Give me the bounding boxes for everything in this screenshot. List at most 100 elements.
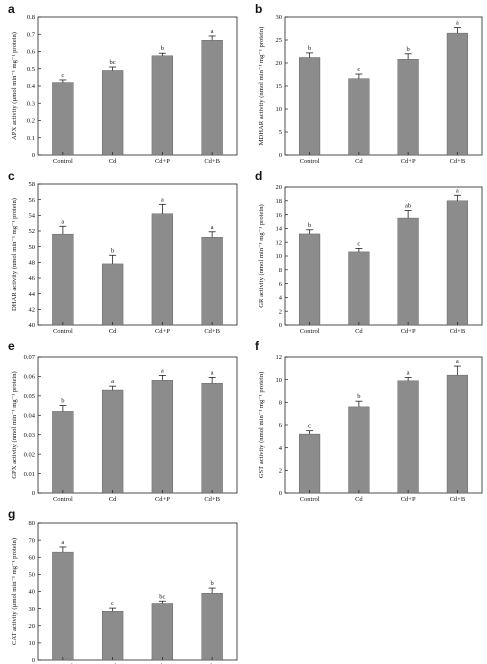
x-tick-label: Cd+B (450, 496, 466, 503)
bar (397, 217, 419, 326)
y-tick-label: 0.07 (24, 354, 36, 361)
y-tick-label: 56 (29, 197, 36, 204)
y-tick-label: 6 (279, 422, 283, 429)
bar (151, 213, 174, 326)
x-tick-label: Cd+P (401, 158, 416, 165)
significance-letter: a (456, 358, 459, 365)
significance-letter: a (61, 539, 64, 546)
y-tick-label: 0.05 (24, 393, 35, 400)
bar (348, 78, 370, 156)
y-tick-label: 50 (29, 244, 36, 251)
bar (151, 603, 174, 661)
y-tick-label: 0.2 (27, 118, 35, 125)
panel-letter: f (255, 339, 260, 353)
significance-letter: ab (405, 202, 411, 209)
y-tick-label: 46 (29, 275, 36, 282)
panel-f: f 0 2 4 6 8 10 12 GST activity (nmol min⁻¹ mg⁻¹ … (255, 339, 483, 503)
significance-letter: b (357, 393, 360, 400)
y-tick-label: 0.1 (27, 135, 35, 142)
y-tick-label: 40 (29, 322, 36, 329)
significance-letter: a (211, 369, 214, 376)
y-tick-label: 0 (279, 322, 282, 329)
bar (348, 406, 370, 494)
x-tick-label: Cd (355, 496, 363, 503)
y-tick-label: 0.06 (24, 374, 36, 381)
x-tick-label: Cd+P (401, 328, 416, 335)
y-axis-label: MDHAR activity (nmol min⁻¹ mg⁻¹ protein) (258, 27, 265, 146)
bar (52, 411, 74, 494)
y-axis-label: DHAR activity (nmol min⁻¹ mg⁻¹ protein) (11, 198, 18, 311)
x-tick-label: Cd+P (155, 328, 170, 335)
significance-letter: a (161, 367, 164, 374)
y-tick-label: 25 (276, 37, 283, 44)
y-tick-label: 8 (279, 400, 282, 407)
y-tick-label: 0 (279, 490, 282, 497)
panel-g: g 0 10 20 30 40 50 60 70 80 CAT activity (µmol min… (8, 507, 238, 664)
x-tick-label: Control (300, 158, 320, 165)
panel-letter: e (8, 339, 15, 353)
x-tick-label: Cd (109, 328, 117, 335)
bar (101, 610, 124, 661)
bar (348, 251, 370, 326)
y-tick-label: 14 (276, 226, 283, 233)
y-tick-label: 80 (29, 520, 36, 527)
y-tick-label: 20 (276, 184, 283, 191)
y-tick-label: 4 (279, 295, 283, 302)
y-tick-label: 10 (276, 106, 283, 113)
significance-letter: a (211, 224, 214, 231)
bar (299, 433, 321, 494)
panel-b: b 0 5 10 15 20 25 30 MDHAR activity (nmol min⁻¹ … (255, 2, 483, 165)
significance-letter: c (61, 72, 64, 79)
y-tick-label: 0 (279, 152, 282, 159)
significance-letter: b (211, 580, 214, 587)
bar (101, 70, 124, 156)
bar (52, 233, 74, 326)
significance-letter: bc (159, 593, 165, 600)
y-tick-label: 50 (29, 572, 36, 579)
significance-letter: a (111, 378, 114, 385)
significance-letter: a (61, 218, 64, 225)
panel-d: d 0 2 4 6 8 10 12 14 16 18 20 GR activity (nmol min⁻… (255, 169, 483, 335)
bar (201, 237, 223, 326)
x-tick-label: Cd (355, 328, 363, 335)
y-tick-label: 10 (29, 640, 36, 647)
panel-letter: a (8, 2, 15, 16)
significance-letter: a (456, 20, 459, 27)
y-tick-label: 2 (279, 468, 282, 475)
y-tick-label: 52 (29, 228, 36, 235)
significance-letter: b (61, 398, 64, 405)
bar (446, 374, 468, 494)
y-tick-label: 10 (276, 377, 283, 384)
y-tick-label: 18 (276, 198, 283, 205)
significance-letter: b (161, 45, 164, 52)
y-tick-label: 5 (279, 129, 282, 136)
y-tick-label: 8 (279, 267, 282, 274)
y-tick-label: 40 (29, 589, 36, 596)
y-axis-label: CAT activity (µmol min⁻¹ mg⁻¹ protein) (11, 538, 18, 645)
x-tick-label: Cd+B (204, 496, 220, 503)
bar (299, 57, 321, 156)
y-tick-label: 0 (32, 152, 35, 159)
y-tick-label: 0.3 (27, 100, 35, 107)
y-tick-label: 0.8 (27, 14, 35, 21)
significance-letter: bc (110, 59, 116, 66)
y-tick-label: 10 (276, 253, 283, 260)
significance-letter: a (407, 369, 410, 376)
x-tick-label: Control (53, 158, 73, 165)
bar (446, 200, 468, 326)
y-tick-label: 6 (279, 281, 283, 288)
plot-frame (37, 183, 238, 326)
bar (446, 32, 468, 156)
y-axis-label: GPX activity (nmol min⁻¹ mg⁻¹ protein) (11, 371, 18, 478)
bar (101, 389, 124, 494)
y-tick-label: 44 (29, 291, 36, 298)
significance-letter: a (456, 187, 459, 194)
significance-letter: b (308, 222, 311, 229)
y-tick-label: 16 (276, 212, 283, 219)
y-tick-label: 30 (29, 606, 36, 613)
panel-letter: d (255, 169, 262, 183)
y-axis-label: GR activity (nmol min⁻¹ mg⁻¹ protein) (258, 204, 265, 307)
y-tick-label: 0.03 (24, 432, 35, 439)
bar (299, 233, 321, 326)
